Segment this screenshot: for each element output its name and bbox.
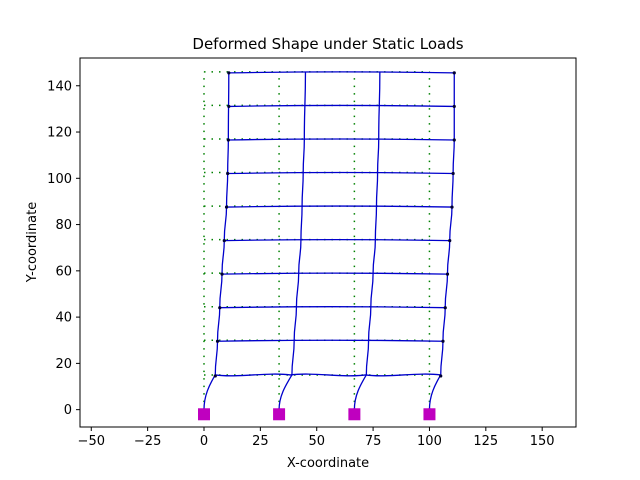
support-marker	[348, 408, 361, 421]
deformed-column	[428, 71, 455, 410]
deformed-floor-beam	[219, 306, 446, 309]
y-tick-label: 80	[55, 218, 72, 233]
deformed-floor-beam	[215, 373, 441, 377]
x-tick-label: 150	[530, 434, 555, 449]
node-dot	[441, 339, 445, 343]
deformed-floor-beam	[224, 238, 450, 242]
node-dot	[439, 374, 443, 378]
node-dot	[213, 374, 217, 378]
deformed-floor-beam	[227, 171, 454, 175]
y-tick-label: 20	[55, 357, 72, 372]
x-tick-label: 0	[200, 434, 208, 449]
support-marker	[423, 408, 436, 421]
y-axis-ticks: 0 20 40 60 80 100 120 140	[47, 79, 80, 418]
node-dot	[452, 71, 456, 75]
node-dot	[452, 138, 456, 142]
plot-frame	[79, 57, 577, 428]
y-tick-label: 120	[47, 126, 72, 141]
y-tick-label: 140	[47, 79, 72, 94]
support-marker	[273, 408, 286, 421]
node-dot	[218, 306, 222, 310]
node-dot	[448, 239, 452, 243]
node-dot	[451, 171, 455, 176]
node-dot	[450, 205, 454, 209]
x-tick-label: 75	[365, 434, 382, 449]
x-axis-ticks: −50 −25 0 25 50 75 100 125 150	[78, 427, 555, 449]
deformed-floor-beam	[217, 339, 443, 342]
y-tick-label: 40	[55, 311, 72, 326]
x-tick-label: 100	[417, 434, 442, 449]
node-dot	[226, 171, 230, 176]
deformed-floor-beam	[228, 138, 455, 141]
node-dot	[443, 306, 447, 310]
deformed-column	[278, 71, 307, 410]
chart-title: Deformed Shape under Static Loads	[192, 35, 463, 53]
node-dot	[224, 205, 229, 209]
deformed-column	[353, 71, 381, 410]
x-tick-label: 50	[308, 434, 325, 449]
deformed-floor-beam	[228, 104, 455, 108]
deformed-floor-beam	[226, 205, 453, 208]
x-tick-label: 125	[473, 434, 498, 449]
node-dot	[222, 239, 226, 243]
x-tick-label: −25	[134, 434, 161, 449]
node-dot	[227, 71, 231, 75]
y-tick-label: 100	[47, 172, 72, 187]
node-dot	[452, 104, 456, 109]
x-tick-label: 25	[252, 434, 269, 449]
node-dot	[220, 272, 224, 276]
node-dot	[226, 138, 230, 142]
deformed-floor-beam	[222, 272, 448, 275]
support-marker	[198, 408, 210, 421]
deformed-floor-beam	[228, 71, 455, 74]
x-axis-label: X-coordinate	[287, 456, 369, 471]
x-tick-label: −50	[78, 434, 105, 449]
node-dot	[227, 104, 231, 109]
y-tick-label: 0	[64, 403, 72, 418]
node-dot	[215, 339, 220, 343]
y-axis-label: Y-coordinate	[25, 202, 40, 283]
y-tick-label: 60	[55, 264, 72, 279]
deformed-column	[203, 71, 230, 410]
node-dot	[445, 272, 450, 276]
plot-area	[198, 71, 456, 421]
